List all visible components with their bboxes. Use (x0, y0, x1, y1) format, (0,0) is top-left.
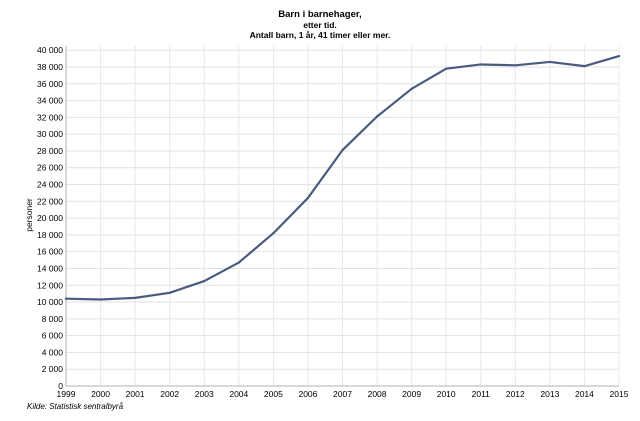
y-tick-label: 8 000 (42, 314, 64, 324)
y-tick-label: 28 000 (37, 146, 63, 156)
y-tick-label: 16 000 (37, 247, 63, 257)
data-point (203, 279, 206, 283)
chart-subtitle-line-2: Antall barn, 1 år, 41 timer eller mer. (250, 30, 391, 40)
y-tick-label: 32 000 (37, 112, 63, 122)
y-tick-label: 34 000 (37, 96, 63, 106)
data-point (272, 232, 275, 235)
x-tick-label: 2000 (91, 389, 110, 399)
y-tick-label: 18 000 (37, 230, 63, 240)
source-note: Kilde: Statistisk sentralbyrå (27, 402, 124, 411)
data-point (306, 196, 310, 200)
y-tick-labels: 0 2 000 4 000 6 000 8 000 10 000 12 000 14 000 1… (37, 45, 63, 391)
data-point (583, 65, 586, 68)
y-tick-label: 0 (58, 381, 63, 391)
chart-title: Barn i barnehager, (278, 9, 361, 20)
x-tick-label: 2013 (540, 389, 559, 399)
y-tick-label: 20 000 (37, 213, 63, 223)
y-tick-label: 2 000 (42, 364, 64, 374)
x-tick-label: 2012 (506, 389, 525, 399)
series-lines (64, 54, 621, 301)
x-tick-label: 2004 (229, 389, 248, 399)
data-point (514, 64, 517, 67)
y-tick-label: 6 000 (42, 331, 64, 341)
y-tick-label: 36 000 (37, 79, 63, 89)
x-tick-label: 2003 (195, 389, 214, 399)
y-axis-label: personer (24, 198, 34, 232)
x-tick-label: 2005 (264, 389, 283, 399)
x-tick-label: 2008 (368, 389, 387, 399)
data-point (341, 148, 344, 152)
x-tick-label: 2006 (298, 389, 317, 399)
data-point (445, 67, 448, 70)
y-tick-label: 14 000 (37, 263, 63, 273)
y-tick-label: 12 000 (37, 280, 63, 290)
data-point (64, 297, 68, 300)
y-tick-label: 10 000 (37, 297, 63, 307)
data-point (168, 291, 171, 294)
data-point (479, 63, 482, 66)
data-point (99, 298, 102, 301)
x-tick-label: 2007 (333, 389, 352, 399)
data-point (410, 87, 413, 90)
y-tick-label: 22 000 (37, 196, 63, 206)
x-tick-label: 2001 (126, 389, 145, 399)
x-tick-label: 2009 (402, 389, 421, 399)
y-tick-label: 38 000 (37, 62, 63, 72)
x-tick-labels: 1999 2000 2001 2002 2003 2004 2005 2006 2007 2008… (57, 389, 629, 399)
y-tick-label: 4 000 (42, 347, 64, 357)
x-tick-label: 2015 (610, 389, 629, 399)
y-tick-label: 40 000 (37, 45, 63, 55)
y-tick-label: 30 000 (37, 129, 63, 139)
axes (65, 46, 619, 387)
chart-subtitle-line-1: etter tid. (303, 20, 337, 30)
data-point (237, 261, 240, 264)
x-tick-label: 2010 (437, 389, 456, 399)
data-point (134, 296, 137, 299)
data-point (375, 115, 379, 118)
x-tick-label: 2011 (472, 389, 491, 399)
data-point (617, 54, 621, 58)
grid-lines (65, 46, 620, 387)
x-tick-label: 2002 (160, 389, 179, 399)
y-tick-label: 24 000 (37, 180, 63, 190)
data-point (548, 60, 551, 64)
x-tick-label: 1999 (57, 389, 76, 399)
y-tick-label: 26 000 (37, 163, 63, 173)
x-tick-label: 2014 (575, 389, 594, 399)
